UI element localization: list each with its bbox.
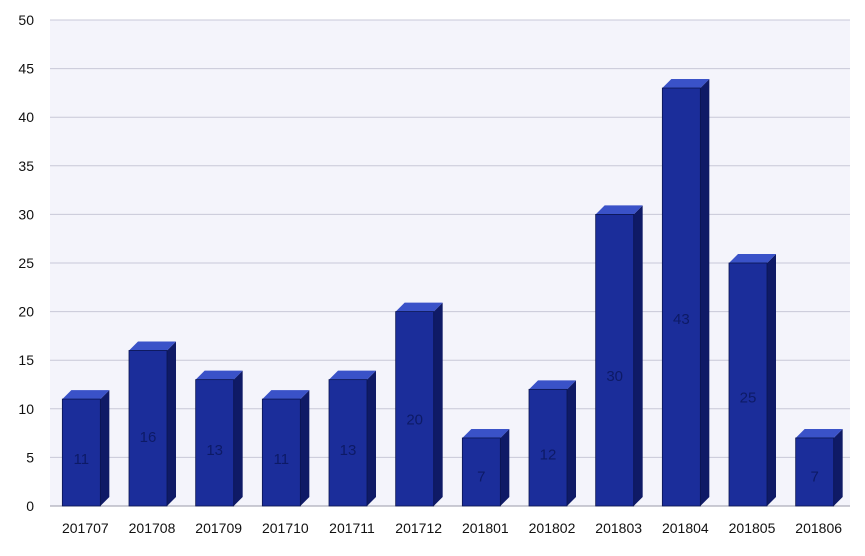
bar-top [262, 390, 310, 400]
bar-data-label: 16 [140, 429, 157, 446]
bar-201710 [261, 390, 310, 507]
x-tick-label: 201801 [462, 520, 509, 536]
bar-front [61, 398, 101, 507]
bar-top [195, 370, 243, 380]
bar-side [300, 390, 310, 506]
bar-side [700, 79, 710, 506]
bar-front [261, 398, 301, 507]
y-tick-label: 25 [18, 255, 34, 271]
gridlines [50, 19, 850, 507]
y-tick-label: 10 [18, 401, 34, 417]
bar-data-label: 11 [274, 451, 290, 468]
x-tick-label: 201805 [729, 520, 776, 536]
bar-201708 [128, 341, 176, 507]
bar-data-label: 13 [206, 442, 223, 459]
bar-201712 [395, 302, 443, 507]
bar-data-label: 30 [606, 368, 623, 385]
x-axis: 201707 201708 201709 201710 201711 201712 2018… [62, 520, 842, 536]
bar-data-label: 7 [810, 468, 818, 485]
bar-201804 [661, 79, 710, 507]
bar-top [395, 302, 443, 312]
bar-side [233, 370, 243, 506]
bar-data-label: 13 [340, 442, 357, 459]
bar-top [529, 380, 576, 390]
bar-side [567, 380, 576, 506]
x-tick-label: 201802 [529, 520, 576, 536]
x-tick-label: 201710 [262, 520, 309, 536]
bar-201707 [61, 390, 110, 507]
y-tick-label: 40 [18, 109, 34, 125]
y-tick-label: 45 [18, 61, 34, 77]
bar-front [528, 388, 568, 507]
x-tick-label: 201711 [329, 520, 375, 536]
bar-front [661, 87, 701, 507]
y-tick-label: 35 [18, 158, 34, 174]
bar-front [128, 350, 168, 507]
x-tick-label: 201806 [795, 520, 842, 536]
bar-front [328, 379, 368, 507]
bar-front [395, 311, 435, 507]
x-tick-label: 201708 [129, 520, 176, 536]
bar-side [767, 254, 776, 506]
bar-201711 [328, 370, 376, 507]
bar-data-label: 43 [673, 311, 690, 328]
bar-201805 [728, 254, 776, 507]
bar-side [433, 302, 443, 506]
bar-side [833, 428, 843, 506]
bar-top [662, 79, 710, 89]
bars: 11 16 13 11 13 20 7 12 30 43 25 7 [61, 79, 843, 507]
y-tick-label: 0 [26, 498, 34, 514]
bar-data-label: 20 [406, 412, 423, 429]
y-axis: 0 5 10 15 20 25 30 35 40 45 50 [18, 12, 34, 514]
bar-top [595, 205, 643, 215]
bar-201709 [195, 370, 243, 507]
bar-top [329, 370, 376, 380]
bar-side [500, 428, 510, 506]
bar-front [595, 213, 635, 507]
y-tick-label: 50 [18, 12, 34, 28]
bar-top [62, 390, 110, 400]
bar-top [729, 254, 776, 263]
y-tick-label: 15 [18, 352, 34, 368]
bar-side [167, 341, 176, 506]
bar-data-label: 25 [740, 390, 757, 407]
bar-201803 [595, 205, 643, 507]
bar-top [795, 428, 843, 438]
bar-201802 [528, 380, 576, 507]
x-tick-label: 201709 [195, 520, 242, 536]
bar-front [195, 379, 235, 507]
bar-top [129, 341, 176, 351]
bar-side [367, 370, 376, 506]
y-tick-label: 30 [18, 206, 34, 222]
bar-top [462, 428, 510, 438]
bar-front [461, 437, 501, 507]
x-tick-label: 201804 [662, 520, 709, 536]
bar-side [100, 390, 110, 506]
bar-front [795, 437, 835, 507]
bar-front [728, 262, 768, 507]
bar-side [633, 205, 643, 506]
bar-201806 [795, 428, 843, 507]
bar-201801 [461, 428, 510, 507]
bar-data-label: 12 [540, 447, 557, 464]
x-tick-label: 201803 [595, 520, 642, 536]
x-tick-label: 201707 [62, 520, 109, 536]
bar-data-label: 11 [74, 451, 90, 468]
x-tick-label: 201712 [395, 520, 442, 536]
y-tick-label: 5 [26, 449, 34, 465]
bar-data-label: 7 [477, 468, 485, 485]
y-tick-label: 20 [18, 304, 34, 320]
